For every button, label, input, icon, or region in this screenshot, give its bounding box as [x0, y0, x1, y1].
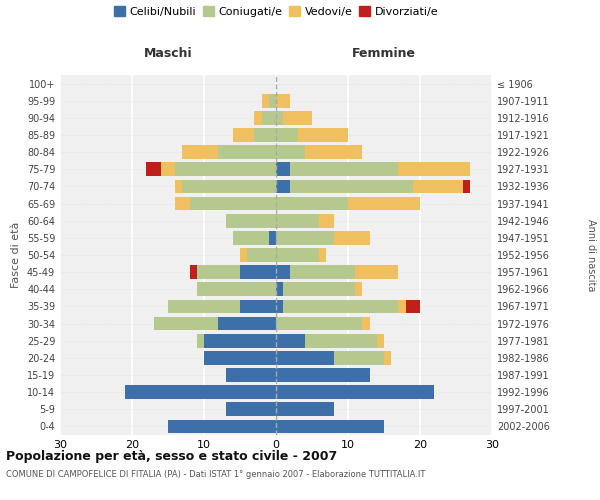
Bar	[204, 351, 276, 364]
Bar	[269, 231, 276, 244]
Bar	[276, 334, 305, 347]
Bar	[334, 231, 370, 244]
Bar	[276, 196, 348, 210]
Bar	[276, 128, 298, 142]
Bar	[226, 214, 276, 228]
Bar	[226, 368, 276, 382]
Bar	[146, 162, 161, 176]
Bar	[276, 351, 334, 364]
Bar	[283, 300, 398, 314]
Bar	[190, 196, 276, 210]
Bar	[276, 146, 305, 159]
Bar	[290, 266, 355, 279]
Bar	[197, 282, 276, 296]
Bar	[276, 316, 362, 330]
Bar	[161, 162, 175, 176]
Bar	[276, 111, 283, 124]
Bar	[398, 300, 406, 314]
Bar	[355, 282, 362, 296]
Bar	[175, 196, 190, 210]
Bar	[355, 266, 398, 279]
Bar	[283, 111, 312, 124]
Bar	[240, 248, 247, 262]
Bar	[283, 282, 355, 296]
Bar	[254, 111, 262, 124]
Bar	[247, 248, 276, 262]
Text: Femmine: Femmine	[352, 47, 416, 60]
Bar	[154, 316, 218, 330]
Bar	[233, 128, 254, 142]
Bar	[262, 111, 276, 124]
Bar	[413, 180, 463, 194]
Bar	[168, 300, 240, 314]
Bar	[197, 266, 240, 279]
Bar	[168, 420, 276, 434]
Bar	[276, 420, 384, 434]
Bar	[276, 214, 319, 228]
Bar	[276, 180, 290, 194]
Bar	[290, 180, 413, 194]
Y-axis label: Fasce di età: Fasce di età	[11, 222, 21, 288]
Bar	[276, 368, 370, 382]
Bar	[384, 351, 391, 364]
Bar	[276, 248, 319, 262]
Bar	[204, 334, 276, 347]
Bar	[463, 180, 470, 194]
Bar	[262, 94, 269, 108]
Bar	[305, 334, 377, 347]
Bar	[276, 386, 434, 399]
Text: Anni di nascita: Anni di nascita	[586, 219, 596, 291]
Bar	[182, 146, 218, 159]
Bar	[125, 386, 276, 399]
Text: COMUNE DI CAMPOFELICE DI FITALIA (PA) - Dati ISTAT 1° gennaio 2007 - Elaborazion: COMUNE DI CAMPOFELICE DI FITALIA (PA) - …	[6, 470, 425, 479]
Bar	[276, 231, 334, 244]
Bar	[276, 162, 290, 176]
Bar	[218, 316, 276, 330]
Bar	[319, 214, 334, 228]
Bar	[276, 266, 290, 279]
Bar	[348, 196, 420, 210]
Bar	[197, 334, 204, 347]
Bar	[175, 180, 182, 194]
Legend: Celibi/Nubili, Coniugati/e, Vedovi/e, Divorziati/e: Celibi/Nubili, Coniugati/e, Vedovi/e, Di…	[109, 2, 443, 21]
Bar	[290, 162, 398, 176]
Bar	[276, 300, 283, 314]
Bar	[377, 334, 384, 347]
Bar	[240, 266, 276, 279]
Bar	[276, 282, 283, 296]
Bar	[226, 402, 276, 416]
Bar	[190, 266, 197, 279]
Bar	[276, 94, 290, 108]
Bar	[298, 128, 348, 142]
Bar	[182, 180, 276, 194]
Text: Maschi: Maschi	[143, 47, 193, 60]
Bar	[406, 300, 420, 314]
Text: Popolazione per età, sesso e stato civile - 2007: Popolazione per età, sesso e stato civil…	[6, 450, 337, 463]
Bar	[319, 248, 326, 262]
Bar	[175, 162, 276, 176]
Bar	[305, 146, 362, 159]
Bar	[334, 351, 384, 364]
Bar	[269, 94, 276, 108]
Bar	[398, 162, 470, 176]
Bar	[240, 300, 276, 314]
Bar	[233, 231, 269, 244]
Bar	[254, 128, 276, 142]
Bar	[276, 402, 334, 416]
Bar	[362, 316, 370, 330]
Bar	[218, 146, 276, 159]
